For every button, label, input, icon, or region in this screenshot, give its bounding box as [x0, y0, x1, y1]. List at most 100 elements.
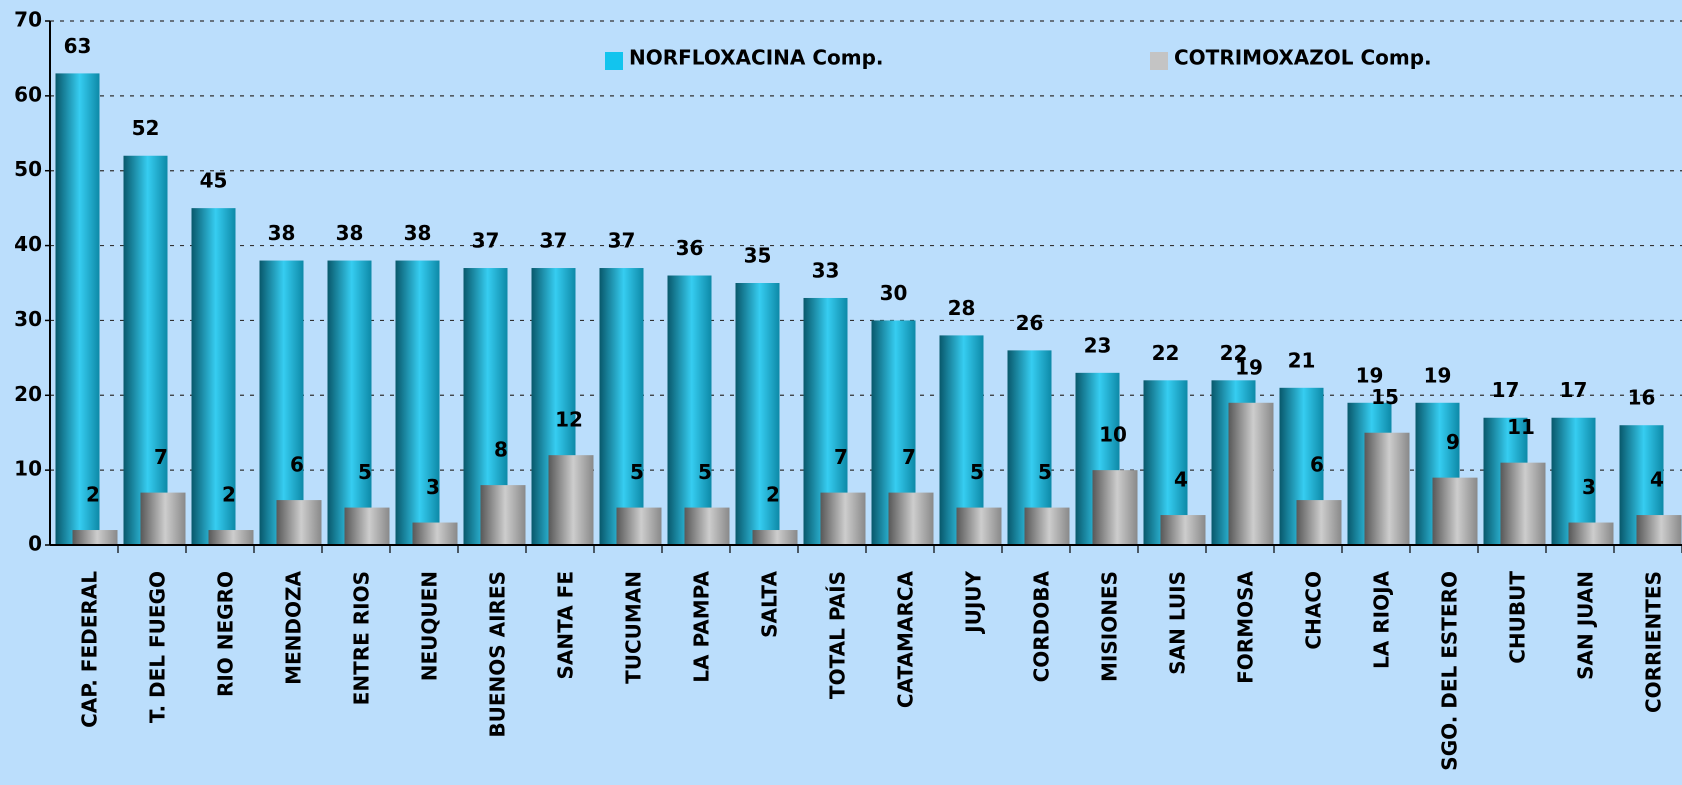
- x-tick-label: CHUBUT: [1505, 571, 1529, 664]
- data-label: 37: [540, 229, 568, 253]
- data-label: 6: [290, 453, 304, 477]
- data-label: 12: [555, 408, 583, 432]
- data-label: 37: [608, 229, 636, 253]
- data-label: 19: [1235, 355, 1263, 379]
- data-label: 7: [902, 445, 916, 469]
- bar: [395, 260, 440, 545]
- bar: [140, 492, 186, 545]
- data-label: 11: [1507, 415, 1535, 439]
- data-label: 4: [1650, 468, 1664, 492]
- x-tick-label: FORMOSA: [1233, 570, 1257, 683]
- bar: [191, 208, 236, 545]
- bar: [548, 455, 594, 545]
- bar: [1160, 515, 1206, 545]
- y-tick-label: 30: [14, 307, 42, 331]
- data-label: 10: [1099, 423, 1127, 447]
- x-tick-label: MISIONES: [1097, 571, 1121, 682]
- data-label: 15: [1371, 385, 1399, 409]
- data-label: 6: [1310, 453, 1324, 477]
- legend-label: NORFLOXACINA Comp.: [629, 46, 884, 70]
- x-tick-label: TOTAL PAÍS: [825, 571, 849, 699]
- data-label: 16: [1628, 386, 1656, 410]
- data-label: 38: [404, 221, 432, 245]
- legend-label: COTRIMOXAZOL Comp.: [1174, 46, 1432, 70]
- bar: [1364, 432, 1410, 545]
- data-label: 2: [86, 483, 100, 507]
- x-tick-label: BUENOS AIRES: [485, 571, 509, 738]
- x-tick-label: SAN LUIS: [1165, 571, 1189, 675]
- bar: [1296, 500, 1342, 545]
- bar: [344, 507, 390, 545]
- x-tick-label: RIO NEGRO: [213, 571, 237, 697]
- data-label: 33: [812, 258, 840, 282]
- data-label: 63: [64, 34, 92, 58]
- data-label: 5: [698, 460, 712, 484]
- x-tick-label: SAN JUAN: [1573, 571, 1597, 680]
- x-tick-label: CORDOBA: [1029, 570, 1053, 682]
- x-tick-label: MENDOZA: [281, 570, 305, 684]
- data-label: 26: [1016, 311, 1044, 335]
- bar: [1432, 477, 1478, 545]
- legend-swatch: [1150, 52, 1168, 70]
- bar: [735, 283, 780, 545]
- bar: [820, 492, 866, 545]
- data-label: 5: [358, 460, 372, 484]
- bar: [616, 507, 662, 545]
- data-label: 4: [1174, 468, 1188, 492]
- x-tick-label: LA RIOJA: [1369, 570, 1393, 668]
- x-tick-label: SALTA: [757, 570, 781, 637]
- data-label: 3: [426, 475, 440, 499]
- data-label: 19: [1356, 363, 1384, 387]
- data-label: 5: [1038, 460, 1052, 484]
- data-label: 19: [1424, 363, 1452, 387]
- x-tick-label: CAP. FEDERAL: [77, 571, 101, 728]
- data-label: 52: [132, 116, 160, 140]
- x-tick-label: CORRIENTES: [1641, 571, 1665, 713]
- data-label: 7: [154, 445, 168, 469]
- data-label: 3: [1582, 475, 1596, 499]
- data-label: 2: [222, 483, 236, 507]
- data-label: 7: [834, 445, 848, 469]
- y-tick-label: 50: [14, 157, 42, 181]
- bar: [667, 275, 712, 545]
- x-tick-label: SGO. DEL ESTERO: [1437, 571, 1461, 771]
- bar: [259, 260, 304, 545]
- data-label: 22: [1220, 341, 1248, 365]
- data-label: 17: [1492, 378, 1520, 402]
- x-tick-label: CATAMARCA: [893, 570, 917, 708]
- data-label: 37: [472, 229, 500, 253]
- bar: [752, 530, 798, 545]
- y-tick-label: 0: [28, 532, 42, 556]
- bar: [123, 155, 168, 545]
- x-tick-label: TUCUMAN: [621, 571, 645, 684]
- bar: [480, 485, 526, 545]
- y-tick-label: 70: [14, 8, 42, 32]
- data-label: 5: [630, 460, 644, 484]
- data-label: 45: [200, 169, 228, 193]
- bar: [956, 507, 1002, 545]
- bar: [888, 492, 934, 545]
- y-tick-label: 20: [14, 382, 42, 406]
- x-tick-label: SANTA FE: [553, 571, 577, 679]
- x-tick-label: NEUQUEN: [417, 571, 441, 681]
- x-tick-label: CHACO: [1301, 571, 1325, 650]
- bar: [1568, 522, 1614, 545]
- bar: [412, 522, 458, 545]
- data-label: 23: [1084, 333, 1112, 357]
- data-label: 17: [1560, 378, 1588, 402]
- x-tick-label: ENTRE RIOS: [349, 571, 373, 705]
- data-label: 8: [494, 438, 508, 462]
- data-label: 28: [948, 296, 976, 320]
- data-label: 38: [268, 221, 296, 245]
- x-tick-label: LA PAMPA: [689, 570, 713, 682]
- bar: [276, 500, 322, 545]
- data-label: 9: [1446, 430, 1460, 454]
- y-tick-label: 40: [14, 232, 42, 256]
- data-label: 38: [336, 221, 364, 245]
- x-tick-label: JUJUY: [961, 570, 985, 634]
- bar: [1636, 515, 1682, 545]
- x-tick-label: T. DEL FUEGO: [145, 571, 169, 723]
- bar: [55, 73, 100, 546]
- bar: [684, 507, 730, 545]
